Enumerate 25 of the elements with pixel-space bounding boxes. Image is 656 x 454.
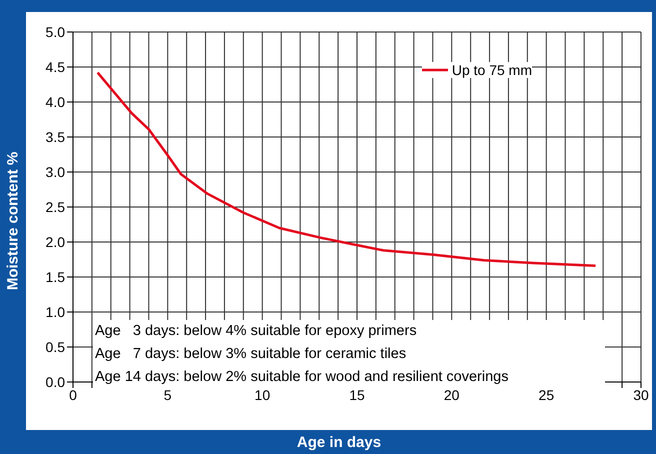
x-tick-label: 25 [538,386,554,403]
y-tick-label: 3.5 [46,128,66,145]
x-axis-title: Age in days [296,432,382,452]
x-tick-label: 30 [633,386,649,403]
y-tick-label: 1.5 [46,268,66,285]
y-tick-label: 0.0 [46,374,66,390]
y-axis-title: Moisture content % [4,152,22,290]
y-tick-label: 4.5 [46,58,66,75]
note-box: Age 3 days: below 4% suitable for epoxy primers Age 7 days: below 3% suitable for ceramic tiles Age 14 days: below 2% suitable for wood and resilient coverings [93,320,605,389]
annotation: Age 3 days: below 4% suitable for epoxy primers [95,322,418,341]
y-tick-label: 2.0 [46,234,66,250]
annotation: Age 14 days: below 2% suitable for wood and resilient coverings [95,369,508,385]
y-tick-label: 0.5 [46,338,66,355]
annotation: Age 7 days: below 3% suitable for ceramic tiles [95,345,408,364]
x-tick-label: 0 [69,386,78,403]
y-tick-label: 3.0 [46,164,66,180]
legend-label: Up to 75 mm [452,62,532,78]
y-tick-label: 5.0 [46,24,66,40]
x-tick-label: 15 [349,386,365,403]
y-tick-label: 1.0 [46,304,66,320]
x-tick-label: 10 [254,386,270,403]
x-tick-label: 20 [444,386,460,403]
x-tick-label: 5 [164,386,172,403]
y-tick-label: 2.5 [46,198,66,215]
y-tick-label: 4.0 [46,94,66,110]
